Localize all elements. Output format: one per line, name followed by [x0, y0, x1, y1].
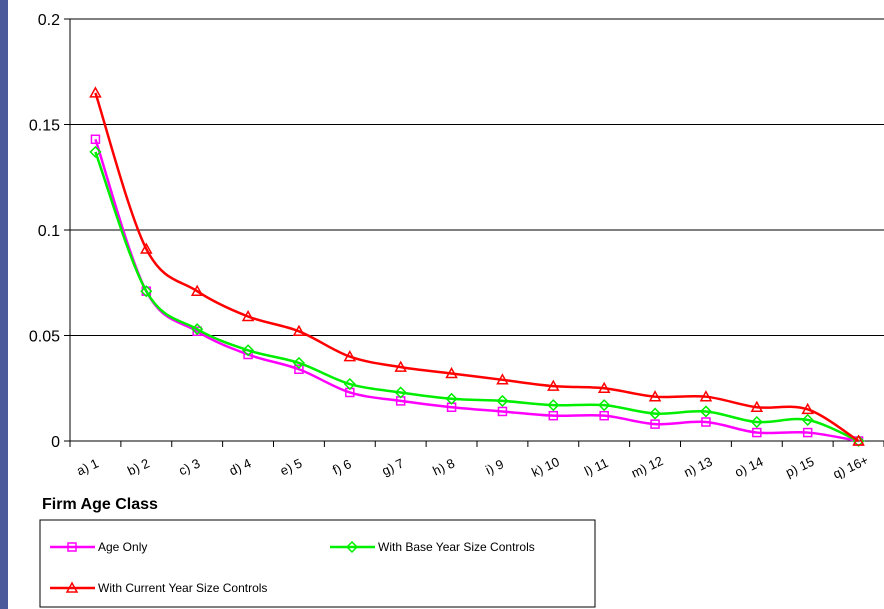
x-tick-label: e) 5 — [278, 455, 305, 478]
legend-marker — [67, 542, 77, 552]
data-point — [699, 390, 713, 402]
data-point — [496, 373, 509, 385]
data-point — [140, 242, 153, 254]
data-point — [445, 366, 458, 379]
legend-item: Age Only — [50, 540, 147, 554]
data-point — [241, 309, 255, 322]
data-point — [497, 406, 508, 417]
x-tick-label: d) 4 — [227, 455, 254, 478]
x-tick-label: q) 16+ — [831, 452, 871, 481]
x-tick-label: c) 3 — [176, 456, 202, 479]
data-point — [648, 390, 662, 402]
data-point — [343, 350, 357, 362]
data-point — [752, 427, 762, 438]
data-point — [394, 360, 407, 372]
data-point — [190, 284, 204, 296]
data-point — [343, 377, 356, 391]
legend-marker — [65, 581, 79, 593]
data-point — [801, 402, 814, 415]
series-line — [94, 92, 860, 443]
y-tick-label: 0.1 — [38, 223, 60, 240]
legend-item: With Current Year Size Controls — [50, 581, 267, 595]
data-point — [699, 405, 712, 418]
legend-box — [39, 519, 596, 608]
series-1 — [89, 145, 865, 448]
data-point — [445, 392, 458, 405]
y-tick-labels: 0 0.05 0.1 0.15 0.2 — [29, 12, 60, 451]
legend-marker — [345, 540, 359, 554]
data-point — [852, 434, 865, 446]
data-point — [191, 323, 204, 336]
y-tick-label: 0.05 — [29, 329, 60, 346]
data-point — [801, 413, 814, 426]
series-0 — [90, 134, 864, 446]
x-tick-label: o) 14 — [732, 454, 765, 480]
x-tick-label: l) 11 — [582, 455, 610, 479]
x-tick-label: b) 2 — [125, 455, 152, 478]
legend-item: With Base Year Size Controls — [330, 540, 535, 554]
series-line — [94, 151, 860, 443]
series-group — [89, 86, 865, 448]
legend-label: Age Only — [98, 540, 147, 554]
y-tick-label: 0 — [51, 434, 60, 451]
data-point — [649, 407, 662, 420]
data-point — [597, 381, 611, 393]
x-tick-label: i) 9 — [483, 456, 506, 477]
x-tick-label: g) 7 — [379, 455, 406, 478]
x-tick-label: f) 6 — [330, 456, 353, 478]
legend: Age Only With Base Year Size Controls With… — [39, 519, 596, 608]
x-tick-label: k) 10 — [529, 454, 562, 480]
y-tick-label: 0.15 — [29, 118, 60, 135]
data-point — [547, 379, 560, 391]
x-tick-label: m) 12 — [629, 453, 665, 481]
data-point — [750, 415, 763, 429]
y-tick-label: 0.2 — [38, 12, 60, 29]
x-tick-labels: a) 1 b) 2 c) 3 d) 4 e) 5 f) 6 g) 7 h) 8 i) 9 k) 1… — [74, 452, 870, 481]
x-tick-label: h) 8 — [430, 455, 457, 478]
data-point — [750, 400, 764, 412]
data-point — [89, 86, 102, 98]
series-line — [94, 138, 859, 443]
legend-label: With Current Year Size Controls — [98, 581, 267, 595]
data-point — [701, 417, 711, 427]
data-point — [292, 356, 305, 369]
data-point — [598, 399, 611, 412]
data-point — [242, 344, 255, 357]
data-point — [292, 324, 306, 337]
data-point — [650, 419, 660, 429]
data-point — [548, 410, 559, 421]
data-point — [802, 427, 813, 438]
data-point — [294, 364, 304, 375]
data-point — [599, 410, 609, 421]
x-tick-label: n) 13 — [681, 454, 714, 480]
left-edge-bar — [0, 0, 8, 609]
series-2 — [89, 86, 865, 446]
data-point — [394, 386, 407, 399]
x-tick-label: p) 15 — [783, 454, 816, 480]
legend-label: With Base Year Size Controls — [378, 540, 535, 554]
axes — [64, 18, 884, 447]
data-point — [496, 394, 509, 407]
data-point — [90, 134, 101, 145]
data-point — [547, 399, 560, 412]
x-tick-label: a) 1 — [74, 455, 101, 478]
x-axis-title: Firm Age Class — [42, 496, 158, 513]
data-point — [140, 285, 153, 298]
data-point — [89, 145, 102, 158]
